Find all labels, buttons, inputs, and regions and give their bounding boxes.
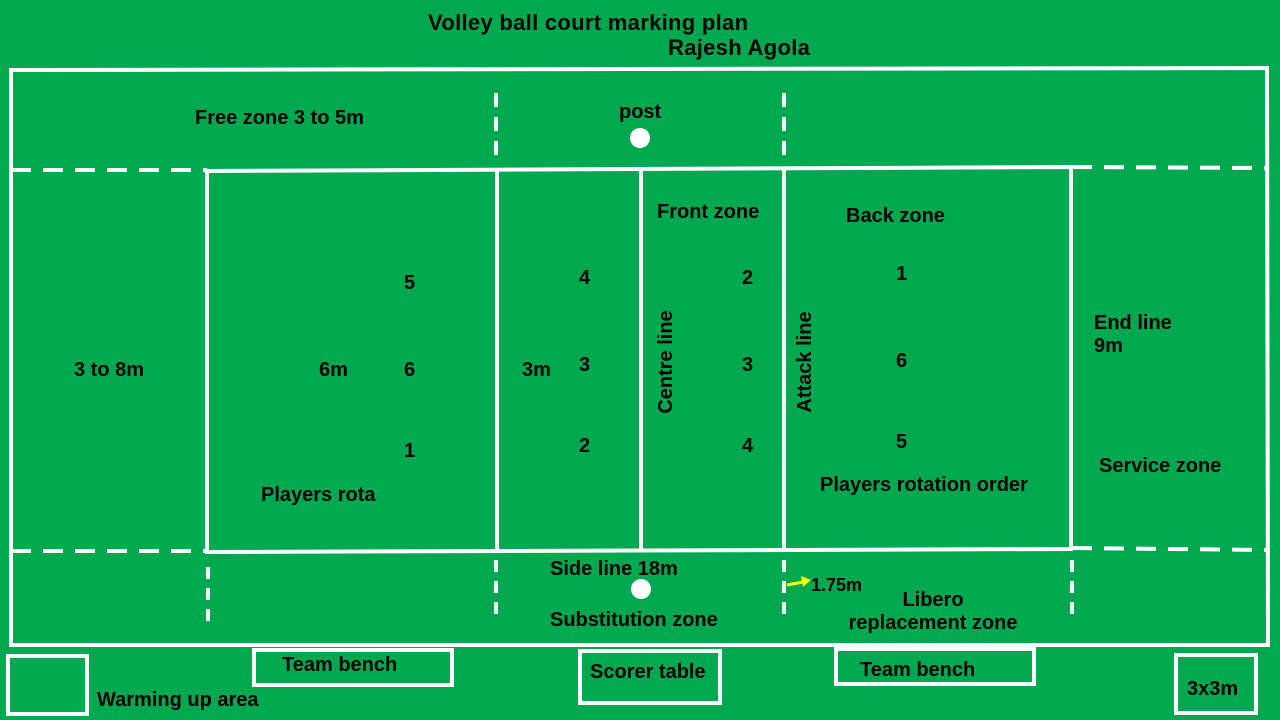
libero-distance-label: 1.75m [811,575,863,595]
team-bench-right-label: Team bench [860,659,976,681]
corner-box-label: 3x3m [1187,678,1239,700]
position-right-front-2: 3 [742,354,754,376]
centre-line-label: Centre line [655,310,677,414]
end-line-label: End line 9m [1094,312,1172,357]
libero-arrow-head [801,576,811,587]
team-bench-left-box [252,648,454,687]
position-right-front-1: 2 [742,267,754,289]
position-left-back-1: 5 [404,272,416,294]
page-title: Volley ball court marking plan [428,10,749,35]
libero-arrow-shaft [786,580,804,587]
post-top [630,128,650,148]
players-rota-label: Players rota [261,484,376,506]
warming-up-label: Warming up area [97,689,259,711]
attack-line-label: Attack line [794,311,816,413]
back-zone-label: Back zone [846,205,945,227]
position-right-back-2: 6 [896,350,908,372]
three-m-label: 3m [522,359,551,381]
outer-boundary [9,65,1271,647]
position-left-front-3: 2 [579,435,591,457]
free-zone-dashed-bottom-right [1071,546,1269,552]
position-right-back-3: 5 [896,431,908,453]
team-bench-right-box [834,647,1036,686]
six-m-label: 6m [319,359,348,381]
side-line-label: Side line 18m [550,558,678,580]
scorer-table-label: Scorer table [590,661,706,683]
substitution-zone-label: Substitution zone [550,609,718,631]
left-margin-label: 3 to 8m [74,359,145,381]
position-left-front-1: 4 [579,267,591,289]
team-bench-left-label: Team bench [282,654,398,676]
position-left-front-2: 3 [579,354,591,376]
players-rotation-order-label: Players rotation order [820,474,1028,496]
position-right-front-3: 4 [742,435,754,457]
corner-box [1174,653,1258,715]
libero-zone-label: Libero replacement zone [848,589,1018,634]
scorer-table-box [578,649,722,705]
position-right-back-1: 1 [896,263,908,285]
position-left-back-3: 1 [404,440,416,462]
front-zone-label: Front zone [657,201,760,223]
position-left-back-2: 6 [404,359,416,381]
post-bottom [631,579,651,599]
author-name: Rajesh Agola [668,35,811,60]
free-zone-dashed-top-right [1071,165,1269,170]
warming-up-box [6,654,89,716]
playing-court [205,164,1073,555]
post-label: post [619,101,662,123]
free-zone-label: Free zone 3 to 5m [195,107,364,129]
service-zone-label: Service zone [1099,455,1222,477]
